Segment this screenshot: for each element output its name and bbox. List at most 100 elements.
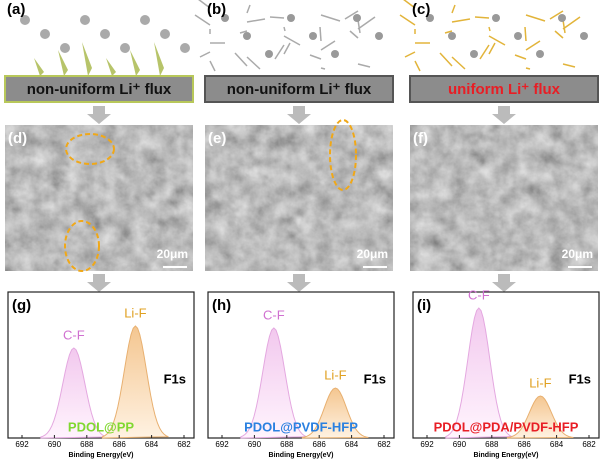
fiber	[439, 52, 453, 67]
peak-label: Li-F	[324, 367, 346, 382]
li-ion	[375, 32, 383, 40]
sample-label: PDOL@PDA/PVDF-HFP	[434, 419, 579, 434]
fiber	[451, 4, 456, 14]
fiber	[283, 26, 286, 32]
schematic	[194, 0, 394, 103]
fiber	[399, 14, 416, 26]
fiber	[199, 51, 211, 58]
electrode	[4, 75, 194, 103]
fiber	[246, 18, 266, 23]
li-ion	[243, 32, 251, 40]
li-ion	[331, 50, 339, 58]
fiber	[357, 63, 371, 68]
li-ion	[448, 32, 456, 40]
panel-label: (e)	[208, 130, 226, 147]
panel-label: (g)	[12, 297, 31, 314]
peak-label: C-F	[263, 307, 285, 322]
sample-label: PDOL@PP	[68, 419, 134, 434]
peak	[40, 347, 108, 439]
tick-label: 690	[48, 440, 62, 449]
arrow	[287, 106, 311, 124]
fiber	[209, 60, 216, 72]
fiber	[309, 54, 322, 60]
fiber	[283, 35, 301, 46]
arrow	[87, 106, 111, 124]
tick-label: 692	[215, 440, 229, 449]
axis-label: Binding Energy(eV)	[69, 452, 134, 459]
caption: non-uniform Li⁺ flux	[227, 81, 372, 98]
tick-label: 684	[145, 440, 159, 449]
fiber	[349, 30, 359, 39]
li-ion	[558, 14, 566, 22]
xps-frame	[412, 291, 600, 439]
fiber	[525, 14, 546, 22]
panel-label: (c)	[412, 1, 430, 18]
tick-label: 682	[582, 440, 596, 449]
li-ion	[180, 43, 190, 53]
li-ion	[287, 14, 295, 22]
li-ion	[353, 14, 361, 22]
schematic	[399, 0, 599, 103]
li-ion	[309, 32, 317, 40]
tick-label: 686	[313, 440, 327, 449]
li-ion	[140, 15, 150, 25]
fiber	[234, 52, 248, 67]
tick-label: 684	[345, 440, 359, 449]
li-ion	[580, 32, 588, 40]
fiber	[403, 0, 416, 9]
peak	[301, 387, 369, 439]
li-ion	[80, 15, 90, 25]
tick-label: 684	[550, 440, 564, 449]
fiber	[554, 30, 564, 39]
dendrite	[58, 50, 68, 76]
fiber	[269, 16, 285, 19]
fiber	[283, 42, 291, 55]
fiber	[562, 19, 566, 34]
sem-image	[205, 125, 393, 271]
tick-label: 686	[518, 440, 532, 449]
fiber	[562, 63, 576, 68]
fiber	[246, 4, 251, 14]
tick-label: 690	[453, 440, 467, 449]
fiber	[444, 30, 453, 34]
li-ion	[100, 29, 110, 39]
fiber	[414, 60, 421, 72]
fiber	[274, 44, 285, 60]
fiber	[239, 30, 248, 34]
panel-label: (h)	[212, 297, 231, 314]
tick-label: 682	[377, 440, 391, 449]
tick-label: 692	[15, 440, 29, 449]
fiber	[514, 54, 527, 60]
fiber	[357, 19, 361, 34]
tick-label: 688	[80, 440, 94, 449]
fiber	[488, 35, 506, 46]
panel-label: (i)	[417, 297, 431, 314]
fiber	[320, 14, 341, 22]
fiber	[320, 67, 326, 70]
dendrite	[106, 58, 116, 76]
fiber	[525, 67, 531, 70]
caption: uniform Li⁺ flux	[448, 81, 561, 98]
panel-label: (d)	[8, 130, 27, 147]
peak	[445, 307, 513, 439]
arrow	[492, 106, 516, 124]
li-ion	[20, 15, 30, 25]
xps-frame	[207, 291, 395, 439]
li-ion	[221, 14, 229, 22]
fiber	[451, 56, 466, 70]
schematic	[4, 15, 194, 103]
axis-label: Binding Energy(eV)	[474, 452, 539, 459]
fiber	[562, 16, 581, 30]
li-ion	[60, 43, 70, 53]
tick-label: 692	[420, 440, 434, 449]
li-ion	[426, 14, 434, 22]
li-ion	[160, 29, 170, 39]
fiber	[488, 26, 491, 32]
li-ion	[470, 50, 478, 58]
region-label: F1s	[364, 371, 386, 386]
panel-label: (a)	[7, 1, 25, 18]
region-label: F1s	[164, 371, 186, 386]
peak	[506, 395, 574, 439]
sample-label: PDOL@PVDF-HFP	[244, 419, 358, 434]
dendrite	[154, 42, 164, 76]
